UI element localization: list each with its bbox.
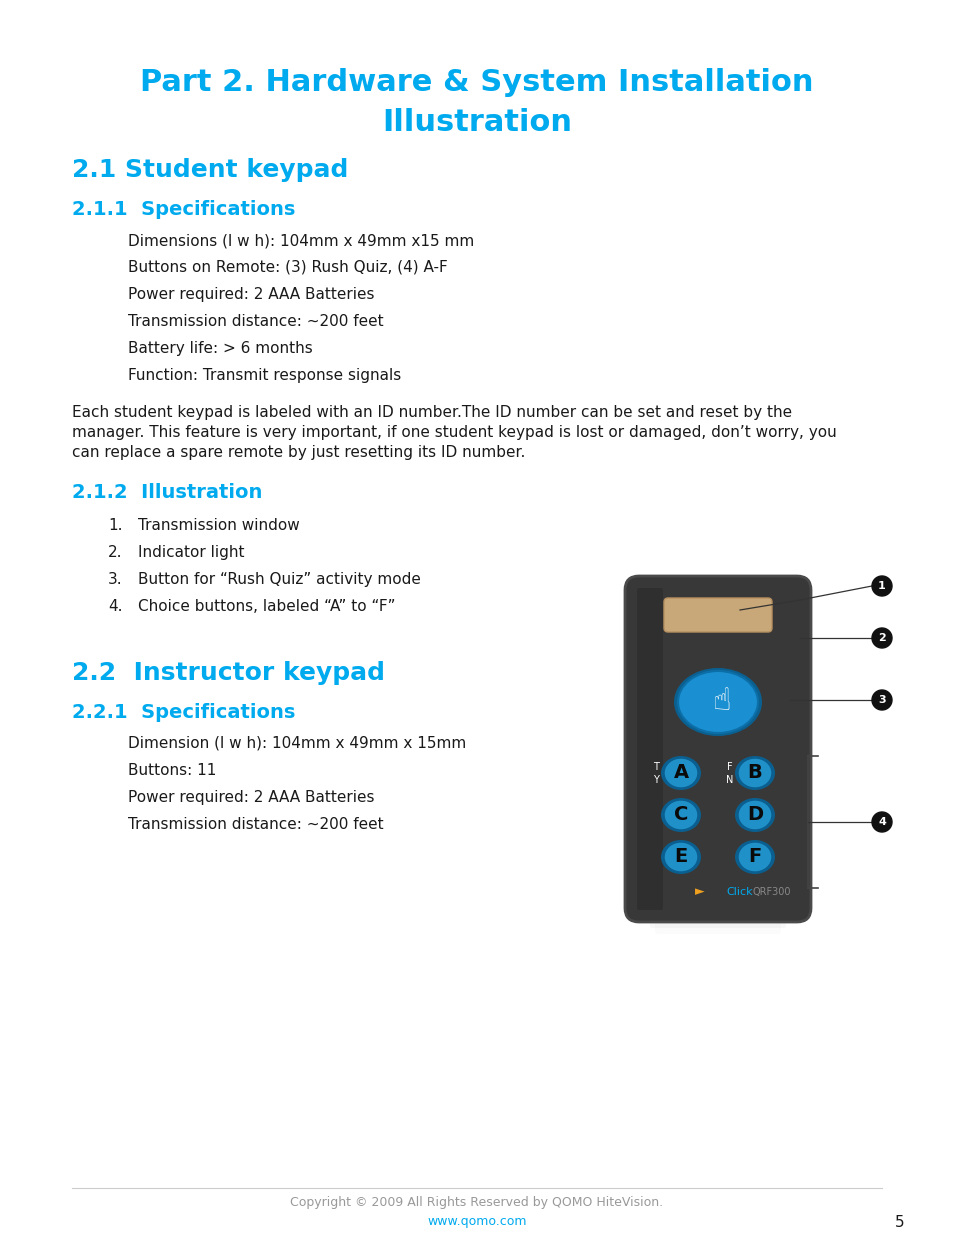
Ellipse shape [734, 798, 774, 832]
Ellipse shape [738, 758, 771, 788]
Ellipse shape [663, 758, 698, 788]
Text: Transmission distance: ~200 feet: Transmission distance: ~200 feet [128, 314, 383, 329]
Text: 3: 3 [878, 695, 885, 705]
Circle shape [871, 811, 891, 832]
Ellipse shape [738, 842, 771, 872]
Ellipse shape [660, 798, 700, 832]
Circle shape [871, 629, 891, 648]
Ellipse shape [678, 671, 758, 734]
Text: Transmission window: Transmission window [138, 517, 299, 534]
Text: Power required: 2 AAA Batteries: Power required: 2 AAA Batteries [128, 790, 375, 805]
Text: F: F [726, 762, 732, 772]
Ellipse shape [663, 842, 698, 872]
Text: ☝: ☝ [712, 688, 731, 716]
Text: Buttons: 11: Buttons: 11 [128, 763, 216, 778]
FancyBboxPatch shape [644, 908, 790, 923]
Circle shape [871, 576, 891, 597]
Text: A: A [673, 763, 688, 783]
Text: C: C [673, 805, 687, 825]
Text: 2.1.1  Specifications: 2.1.1 Specifications [71, 200, 295, 219]
Ellipse shape [734, 756, 774, 790]
Text: 5: 5 [894, 1215, 903, 1230]
Text: Part 2. Hardware & System Installation: Part 2. Hardware & System Installation [140, 68, 813, 98]
Ellipse shape [673, 668, 761, 736]
Text: Y: Y [653, 776, 659, 785]
Text: QRF300: QRF300 [752, 887, 791, 897]
Text: 2: 2 [877, 634, 885, 643]
Text: 2.1.2  Illustration: 2.1.2 Illustration [71, 483, 262, 501]
Text: manager. This feature is very important, if one student keypad is lost or damage: manager. This feature is very important,… [71, 425, 836, 440]
Text: B: B [747, 763, 761, 783]
Text: 2.2.1  Specifications: 2.2.1 Specifications [71, 703, 295, 722]
Text: www.qomo.com: www.qomo.com [427, 1215, 526, 1228]
FancyBboxPatch shape [637, 588, 662, 910]
Text: ►: ► [695, 885, 704, 899]
Text: 1.: 1. [108, 517, 122, 534]
Text: Choice buttons, labeled “A” to “F”: Choice buttons, labeled “A” to “F” [138, 599, 395, 614]
Ellipse shape [660, 756, 700, 790]
Ellipse shape [734, 840, 774, 874]
Text: Battery life: > 6 months: Battery life: > 6 months [128, 341, 313, 356]
Text: Transmission distance: ~200 feet: Transmission distance: ~200 feet [128, 818, 383, 832]
FancyBboxPatch shape [649, 914, 785, 927]
Text: 2.1 Student keypad: 2.1 Student keypad [71, 158, 348, 182]
Text: E: E [674, 847, 687, 867]
Circle shape [871, 690, 891, 710]
Text: 4.: 4. [108, 599, 122, 614]
Text: Function: Transmit response signals: Function: Transmit response signals [128, 368, 401, 383]
Ellipse shape [660, 840, 700, 874]
FancyBboxPatch shape [663, 598, 771, 632]
Text: Illustration: Illustration [381, 107, 572, 137]
Text: Buttons on Remote: (3) Rush Quiz, (4) A-F: Buttons on Remote: (3) Rush Quiz, (4) A-… [128, 261, 447, 275]
Text: F: F [747, 847, 760, 867]
Text: T: T [653, 762, 659, 772]
Text: Each student keypad is labeled with an ID number.The ID number can be set and re: Each student keypad is labeled with an I… [71, 405, 791, 420]
Text: Button for “Rush Quiz” activity mode: Button for “Rush Quiz” activity mode [138, 572, 420, 587]
Text: D: D [746, 805, 762, 825]
Ellipse shape [738, 800, 771, 830]
Text: Copyright © 2009 All Rights Reserved by QOMO HiteVision.: Copyright © 2009 All Rights Reserved by … [290, 1195, 663, 1209]
Text: Indicator light: Indicator light [138, 545, 244, 559]
FancyBboxPatch shape [624, 576, 810, 923]
Text: can replace a spare remote by just resetting its ID number.: can replace a spare remote by just reset… [71, 445, 525, 459]
Text: Dimensions (l w h): 104mm x 49mm x15 mm: Dimensions (l w h): 104mm x 49mm x15 mm [128, 233, 474, 248]
Text: Click: Click [725, 887, 752, 897]
Ellipse shape [663, 800, 698, 830]
Text: 1: 1 [877, 580, 885, 592]
Text: 4: 4 [877, 818, 885, 827]
Text: Dimension (l w h): 104mm x 49mm x 15mm: Dimension (l w h): 104mm x 49mm x 15mm [128, 736, 466, 751]
Text: Power required: 2 AAA Batteries: Power required: 2 AAA Batteries [128, 287, 375, 303]
Text: 2.2  Instructor keypad: 2.2 Instructor keypad [71, 661, 385, 685]
Text: N: N [725, 776, 733, 785]
Text: 2.: 2. [108, 545, 122, 559]
Text: 3.: 3. [108, 572, 123, 587]
